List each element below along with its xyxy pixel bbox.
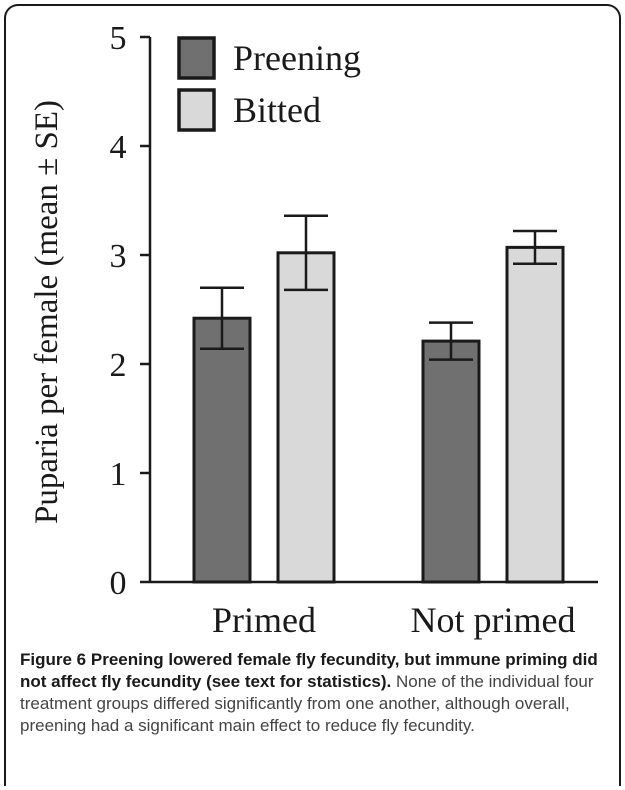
y-tick-label: 2 <box>110 347 127 384</box>
bars <box>192 245 565 584</box>
y-tick-label: 0 <box>110 565 127 602</box>
y-tick-label: 1 <box>110 456 127 493</box>
legend-swatch <box>177 88 216 132</box>
bar-preening-primed <box>192 316 252 584</box>
error-bars <box>200 214 557 361</box>
bar-chart: 0 1 2 3 4 5 Primed Not primed Preening Bitted P… <box>29 20 598 640</box>
legend-label: Preening <box>233 38 361 78</box>
bar-bitted-not-primed <box>505 245 565 584</box>
y-tick-label: 5 <box>110 20 127 57</box>
y-tick-label: 4 <box>110 129 127 166</box>
figure-frame <box>4 4 621 786</box>
bar-preening-not-primed <box>421 339 481 584</box>
x-category-label: Primed <box>212 600 316 640</box>
legend-swatch <box>177 36 216 80</box>
x-category-label: Not primed <box>411 600 576 640</box>
figure-number: Figure 6 <box>20 650 87 669</box>
y-ticks: 0 1 2 3 4 5 <box>110 20 150 602</box>
category-labels: Primed Not primed <box>212 600 575 640</box>
legend-label: Bitted <box>233 90 321 130</box>
figure-caption: Figure 6 Preening lowered female fly fec… <box>20 649 614 737</box>
y-axis-label: Puparia per female (mean ± SE) <box>29 100 65 524</box>
figure-title: Preening lowered female fly fecundity, b… <box>20 650 598 691</box>
legend: Preening Bitted <box>177 36 361 132</box>
y-tick-label: 3 <box>110 238 127 275</box>
figure-description: None of the individual four treatment gr… <box>20 672 594 735</box>
bar-bitted-primed <box>276 251 336 584</box>
